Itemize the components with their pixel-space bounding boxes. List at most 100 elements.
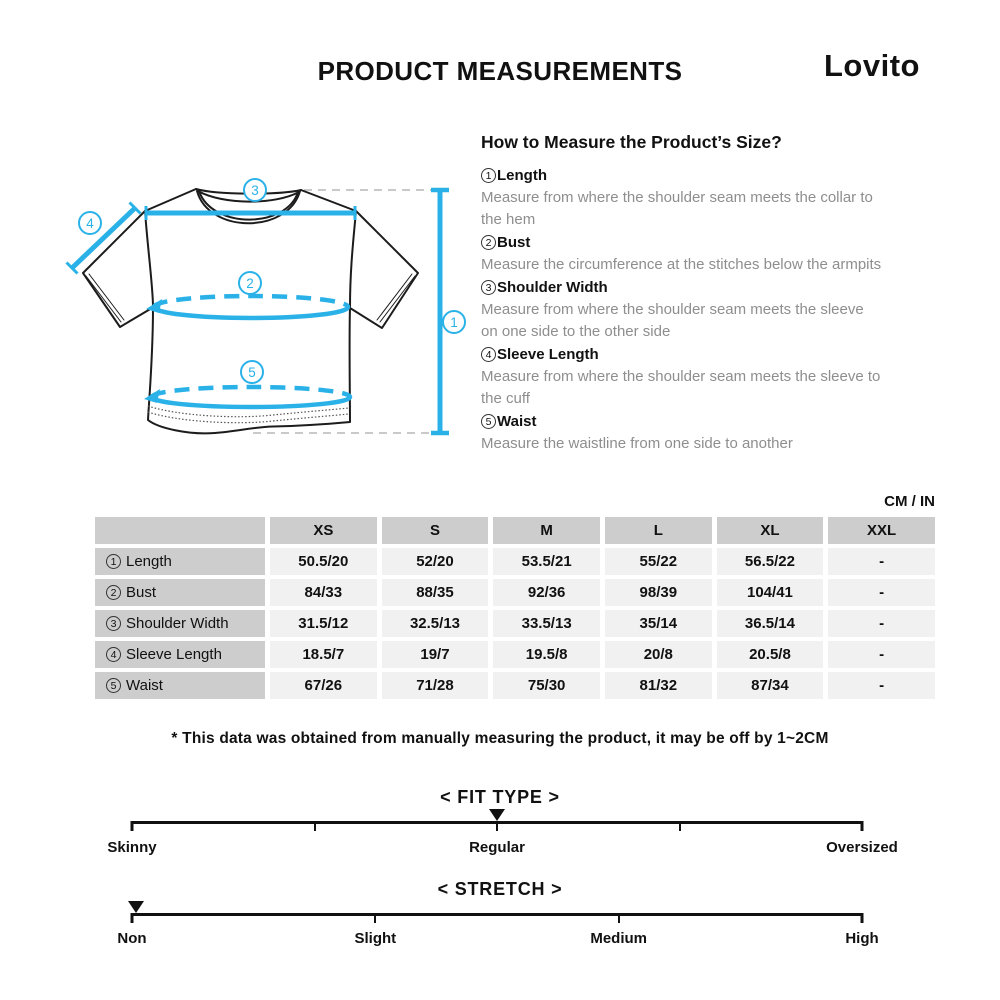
- row-label: 3 Shoulder Width: [95, 610, 265, 637]
- circled-number: 2: [106, 585, 121, 600]
- measurement-value: 53.5/21: [493, 548, 600, 575]
- measurement-value: 50.5/20: [270, 548, 377, 575]
- fit-option-oversized: Oversized: [826, 839, 898, 856]
- brand-logo: Lovito: [824, 48, 920, 83]
- diagram-markers: 1 2 3 4 5: [78, 178, 466, 384]
- measurement-value: 81/32: [604, 672, 712, 699]
- scale-tick: [496, 821, 498, 831]
- fit-type-labels: Skinny Regular Oversized: [107, 839, 897, 859]
- size-column-header: XL: [716, 517, 824, 544]
- scale-tick: [860, 913, 864, 923]
- scale-tick: [374, 913, 377, 923]
- circled-number: 1: [481, 168, 496, 183]
- fit-option-skinny: Skinny: [107, 839, 157, 856]
- measurement-lines: [65, 187, 449, 436]
- scale-tick: [313, 821, 316, 831]
- tshirt-illustration: 1 2 3 4 5: [65, 178, 466, 436]
- measure-item-desc: on one side to the other side: [481, 323, 671, 340]
- measurement-value: 20.5/8: [716, 641, 824, 668]
- shirt-outline: [82, 188, 419, 435]
- circled-number: 5: [106, 678, 121, 693]
- scale-tick: [617, 913, 620, 923]
- how-to-measure-section: How to Measure the Product’s Size? 1 Leng…: [481, 132, 936, 455]
- measurement-value: 87/34: [716, 672, 824, 699]
- marker-4: 4: [86, 216, 94, 231]
- measurement-value: 71/28: [381, 672, 489, 699]
- measure-item-length: 1 Length Measure from where the shoulder …: [481, 164, 936, 231]
- circled-number: 3: [106, 616, 121, 631]
- scale-tick: [860, 821, 864, 831]
- sleeve-length-line: [70, 206, 137, 270]
- table-row-waist: 5 Waist 67/26 71/28 75/30 81/32 87/34 -: [95, 672, 935, 699]
- marker-1: 1: [450, 315, 458, 330]
- fit-type-title: < FIT TYPE >: [440, 787, 560, 807]
- measure-item-desc: the hem: [481, 211, 536, 228]
- measurement-value: 31.5/12: [270, 610, 377, 637]
- circled-number: 2: [481, 235, 496, 250]
- measurement-value: 52/20: [381, 548, 489, 575]
- measurement-value: 75/30: [493, 672, 600, 699]
- circled-number: 4: [481, 347, 496, 362]
- measure-item-label: Shoulder Width: [497, 279, 608, 296]
- stretch-marker: [128, 901, 145, 913]
- measurement-value: -: [828, 548, 935, 575]
- measurement-value: 35/14: [604, 610, 712, 637]
- measurement-value: 84/33: [270, 579, 377, 606]
- measurement-value: 32.5/13: [381, 610, 489, 637]
- size-table-header-row: XS S M L XL XXL: [95, 517, 935, 544]
- size-column-header: XS: [270, 517, 377, 544]
- measurement-value: 36.5/14: [716, 610, 824, 637]
- how-to-heading: How to Measure the Product’s Size?: [481, 132, 782, 152]
- measurement-value: 19/7: [381, 641, 489, 668]
- size-table: XS S M L XL XXL 1 Length 50.5/20 52/20 53…: [90, 513, 940, 703]
- measurement-value: 104/41: [716, 579, 824, 606]
- measurement-value: 56.5/22: [716, 548, 824, 575]
- measurement-value: 20/8: [604, 641, 712, 668]
- corner-cell: [95, 517, 265, 544]
- measurement-value: 98/39: [604, 579, 712, 606]
- measure-item-sleeve-length: 4 Sleeve Length Measure from where the sh…: [481, 343, 936, 410]
- row-label: 2 Bust: [95, 579, 265, 606]
- size-column-header: XXL: [828, 517, 935, 544]
- measurement-value: -: [828, 641, 935, 668]
- measure-item-label: Waist: [497, 413, 537, 430]
- measure-item-desc: Measure from where the shoulder seam mee…: [481, 368, 881, 385]
- bust-ellipse: [151, 293, 351, 308]
- size-column-header: S: [381, 517, 489, 544]
- row-label: 5 Waist: [95, 672, 265, 699]
- measure-item-desc: Measure from where the shoulder seam mee…: [481, 189, 873, 206]
- tshirt-diagram: 1 2 3 4 5: [58, 172, 468, 462]
- circled-number: 5: [481, 414, 496, 429]
- measurement-value: 33.5/13: [493, 610, 600, 637]
- unit-label: CM / IN: [884, 493, 935, 510]
- table-row-length: 1 Length 50.5/20 52/20 53.5/21 55/22 56.5…: [95, 548, 935, 575]
- circled-number: 1: [106, 554, 121, 569]
- measurement-value: 88/35: [381, 579, 489, 606]
- measurement-value: 92/36: [493, 579, 600, 606]
- measure-item-desc: Measure the circumference at the stitche…: [481, 256, 882, 273]
- guide-dashed-lines: [253, 189, 434, 434]
- scale-tick: [130, 821, 134, 831]
- stretch-option-high: High: [845, 930, 879, 947]
- page-title: PRODUCT MEASUREMENTS: [317, 56, 683, 86]
- measure-item-desc: Measure the waistline from one side to a…: [481, 435, 793, 452]
- measure-item-waist: 5 Waist Measure the waistline from one si…: [481, 410, 936, 455]
- measurement-value: -: [828, 672, 935, 699]
- measure-item-desc: Measure from where the shoulder seam mee…: [481, 301, 864, 318]
- stretch-option-non: Non: [117, 930, 147, 947]
- table-row-bust: 2 Bust 84/33 88/35 92/36 98/39 104/41 -: [95, 579, 935, 606]
- measure-item-label: Sleeve Length: [497, 346, 599, 363]
- measure-item-label: Length: [497, 167, 547, 184]
- marker-2: 2: [246, 276, 254, 291]
- fit-type-marker: [489, 809, 505, 821]
- circled-number: 4: [106, 647, 121, 662]
- stretch-scale: [128, 901, 864, 923]
- measurement-value: 19.5/8: [493, 641, 600, 668]
- measure-item-bust: 2 Bust Measure the circumference at the s…: [481, 231, 936, 276]
- scale-tick: [678, 821, 681, 831]
- measure-item-shoulder-width: 3 Shoulder Width Measure from where the s…: [481, 276, 936, 343]
- stretch-title: < STRETCH >: [437, 879, 563, 899]
- stretch-option-medium: Medium: [590, 930, 647, 947]
- disclaimer-note: * This data was obtained from manually m…: [171, 730, 829, 747]
